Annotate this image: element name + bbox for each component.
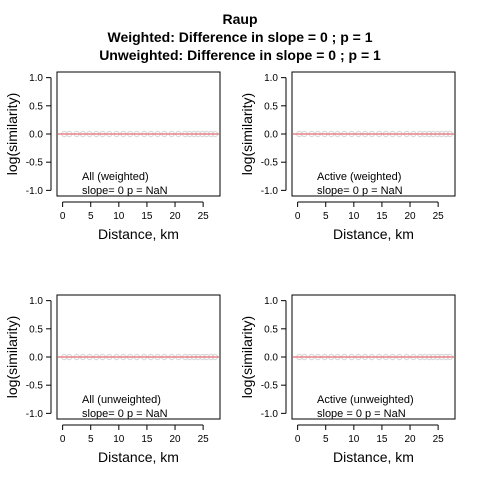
plot-frame bbox=[56, 294, 221, 420]
panel-annotation-stats: slope= 0 p = NaN bbox=[82, 185, 168, 197]
x-tick-label: 25 bbox=[433, 434, 445, 445]
x-tick-label: 0 bbox=[60, 211, 66, 222]
panel-annotation-label: Active (weighted) bbox=[317, 171, 401, 183]
x-axis-label: Distance, km bbox=[98, 449, 179, 465]
x-tick-label: 5 bbox=[88, 211, 94, 222]
y-axis-label: log(similarity) bbox=[239, 316, 255, 398]
x-tick-label: 20 bbox=[404, 434, 416, 445]
x-tick-label: 5 bbox=[323, 434, 329, 445]
x-tick-label: 0 bbox=[60, 434, 66, 445]
y-tick-label: 1.0 bbox=[29, 296, 43, 307]
chart-panel-bottom-left: 0 5 10 15 20 25 Distance, km -1.0 -0.5 0.0 0.5 1.0 l… bbox=[4, 294, 221, 465]
y-tick-label: 0.5 bbox=[264, 324, 278, 335]
y-tick-label: 0.5 bbox=[264, 101, 278, 112]
x-axis-label: Distance, km bbox=[333, 226, 414, 242]
panel-annotation-label: Active (unweighted) bbox=[317, 394, 414, 406]
x-axis-label: Distance, km bbox=[98, 226, 179, 242]
x-tick-label: 10 bbox=[113, 211, 125, 222]
panel-annotation-label: All (unweighted) bbox=[82, 394, 161, 406]
x-tick-label: 20 bbox=[404, 211, 416, 222]
plot-frame bbox=[291, 294, 456, 420]
x-tick-label: 5 bbox=[323, 211, 329, 222]
chart-panel-top-left: 0 5 10 15 20 25 Distance, km -1.0 -0.5 0.0 0.5 1.0 l… bbox=[4, 71, 221, 242]
x-tick-label: 20 bbox=[169, 211, 181, 222]
y-tick-label: 0.0 bbox=[29, 130, 43, 141]
chart-panel-top-right: 0 5 10 15 20 25 Distance, km -1.0 -0.5 0.0 0.5 1.0 l… bbox=[239, 71, 456, 242]
x-tick-label: 25 bbox=[198, 211, 210, 222]
x-tick-label: 0 bbox=[295, 211, 301, 222]
y-tick-label: -1.0 bbox=[261, 186, 279, 197]
chart-panel-bottom-right: 0 5 10 15 20 25 Distance, km -1.0 -0.5 0.0 0.5 1.0 l… bbox=[239, 294, 456, 465]
plot-frame bbox=[291, 71, 456, 197]
y-tick-label: 0.0 bbox=[264, 130, 278, 141]
y-tick-label: 1.0 bbox=[264, 73, 278, 84]
panel-annotation-stats: slope = 0 p = NaN bbox=[317, 408, 406, 420]
y-tick-label: 0.0 bbox=[264, 353, 278, 364]
x-tick-label: 20 bbox=[169, 434, 181, 445]
y-tick-label: -0.5 bbox=[26, 158, 44, 169]
figure-title: Raup bbox=[222, 11, 258, 27]
x-tick-label: 10 bbox=[348, 434, 360, 445]
y-tick-label: 0.5 bbox=[29, 101, 43, 112]
panel-annotation-label: All (weighted) bbox=[82, 171, 149, 183]
y-tick-label: 0.5 bbox=[29, 324, 43, 335]
x-axis-label: Distance, km bbox=[333, 449, 414, 465]
panel-annotation-stats: slope= 0 p = NaN bbox=[317, 185, 403, 197]
y-tick-label: -0.5 bbox=[26, 381, 44, 392]
x-tick-label: 25 bbox=[198, 434, 210, 445]
y-tick-label: 1.0 bbox=[29, 73, 43, 84]
y-tick-label: -1.0 bbox=[261, 409, 279, 420]
panel-annotation-stats: slope= 0 p = NaN bbox=[82, 408, 168, 420]
x-tick-label: 10 bbox=[113, 434, 125, 445]
x-tick-label: 25 bbox=[433, 211, 445, 222]
y-axis-label: log(similarity) bbox=[239, 93, 255, 175]
y-axis-label: log(similarity) bbox=[4, 93, 20, 175]
x-tick-label: 15 bbox=[376, 434, 388, 445]
y-tick-label: -1.0 bbox=[26, 409, 44, 420]
plot-frame bbox=[56, 71, 221, 197]
x-tick-label: 10 bbox=[348, 211, 360, 222]
x-tick-label: 15 bbox=[141, 434, 153, 445]
x-tick-label: 15 bbox=[141, 211, 153, 222]
y-tick-label: -0.5 bbox=[261, 381, 279, 392]
y-tick-label: 0.0 bbox=[29, 353, 43, 364]
y-tick-label: 1.0 bbox=[264, 296, 278, 307]
y-tick-label: -1.0 bbox=[26, 186, 44, 197]
x-tick-label: 0 bbox=[295, 434, 301, 445]
y-tick-label: -0.5 bbox=[261, 158, 279, 169]
y-axis-label: log(similarity) bbox=[4, 316, 20, 398]
figure-subtitle-weighted: Weighted: Difference in slope = 0 ; p = … bbox=[107, 29, 373, 45]
figure-subtitle-unweighted: Unweighted: Difference in slope = 0 ; p … bbox=[99, 47, 381, 63]
x-tick-label: 5 bbox=[88, 434, 94, 445]
x-tick-label: 15 bbox=[376, 211, 388, 222]
